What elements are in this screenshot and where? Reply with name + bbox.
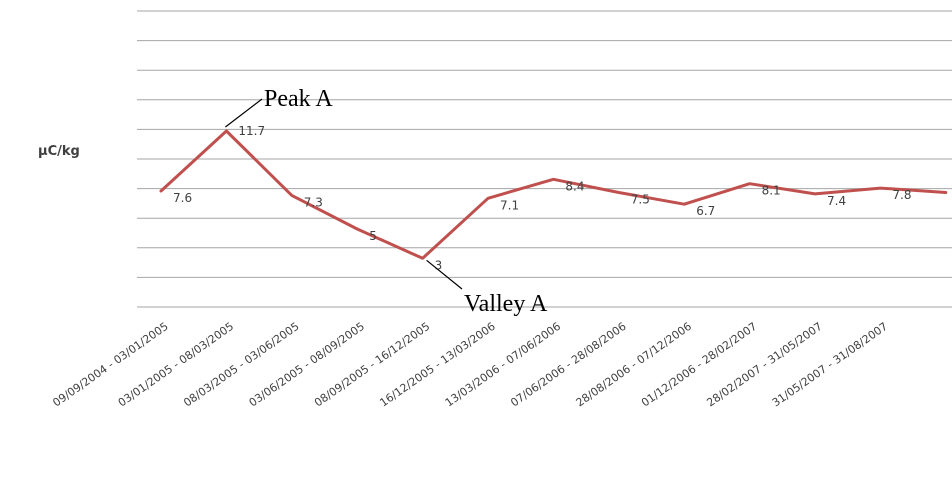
data-label: 7.8 [892,188,911,202]
data-labels: 7.6 11.7 7.3 5 3 7.1 8.4 7.5 6.7 8.1 7.4 7.8 [173,124,911,272]
annotations: Peak A Valley A [225,86,548,317]
x-tick-label: 07/06/2006 - 28/08/2006 [508,320,628,410]
annotation-label: Valley A [464,291,548,317]
x-tick-label: 08/03/2005 - 03/06/2005 [181,320,301,410]
data-label: 8.4 [565,179,584,193]
annotation-label: Peak A [264,86,333,112]
x-tick-label: 16/12/2005 - 13/03/2006 [377,320,497,410]
x-tick-label: 28/08/2006 - 07/12/2006 [574,320,694,410]
x-tick-label: 31/05/2007 - 31/08/2007 [770,320,890,410]
data-label: 7.5 [631,192,650,206]
x-tick-label: 28/02/2007 - 31/05/2007 [704,320,824,410]
annotation-leader [426,259,463,290]
data-label: 7.6 [173,191,192,205]
data-label: 5 [369,229,377,243]
data-label: 7.1 [500,198,519,212]
x-tick-label: 01/12/2006 - 28/02/2007 [639,320,759,410]
x-tick-label: 08/09/2005 - 16/12/2005 [312,320,432,410]
data-label: 11.7 [238,124,265,138]
series-line [159,129,948,260]
data-label: 7.3 [304,195,323,209]
data-label: 7.4 [827,194,846,208]
x-tick-label: 09/09/2004 - 03/01/2005 [50,320,170,410]
x-tick-label: 03/06/2005 - 08/09/2005 [247,320,367,410]
data-label: 8.1 [762,184,781,198]
x-tick-label: 03/01/2005 - 08/03/2005 [116,320,236,410]
gridlines [137,10,952,308]
y-axis-label: µC/kg [38,144,80,159]
annotation-leader [225,98,263,128]
data-label: 6.7 [696,204,715,218]
series-layer [159,129,948,260]
data-label: 3 [435,258,443,272]
x-tick-label: 13/03/2006 - 07/06/2006 [443,320,563,410]
